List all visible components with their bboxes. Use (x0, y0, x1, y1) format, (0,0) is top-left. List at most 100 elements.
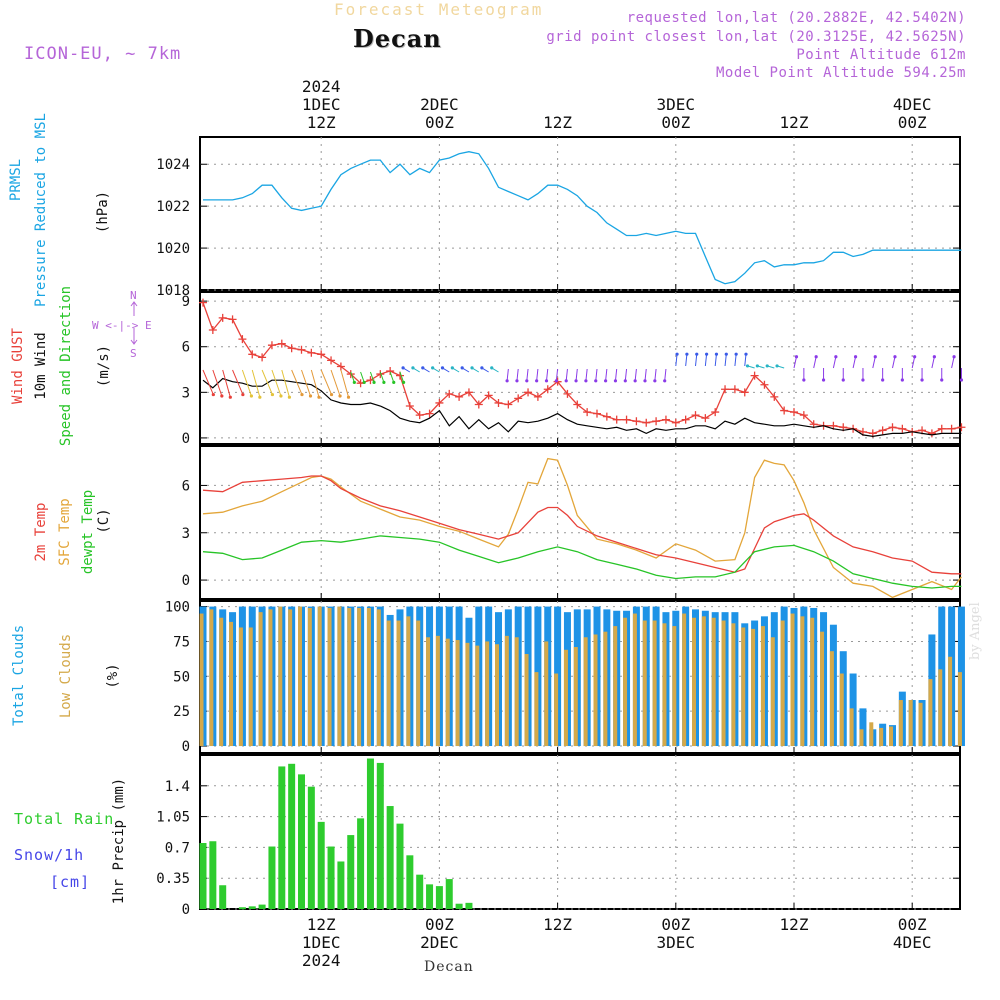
gust-marker (612, 415, 621, 424)
wind-ytick-label: 9 (182, 294, 190, 310)
rain-bar (268, 846, 276, 909)
wind-arrow (212, 369, 224, 398)
low-cloud-bar (869, 722, 874, 747)
gust-marker (947, 424, 956, 433)
wind-arrow-head (623, 379, 627, 383)
wind-arrow-head (959, 378, 964, 382)
low-cloud-bar (957, 672, 962, 747)
rain-bar (258, 904, 266, 909)
rain-bar (366, 758, 374, 909)
wind-arrow-head (873, 355, 877, 359)
wind-arrow (765, 364, 775, 369)
low-cloud-bar (396, 620, 401, 747)
gust-marker (208, 326, 217, 334)
low-cloud-bar (278, 606, 283, 747)
wind-arrow (505, 368, 509, 383)
wind-arrow-shaft (516, 368, 519, 381)
low-cloud-bar (554, 673, 559, 747)
dewpt-line (202, 535, 962, 589)
wind-arrow (695, 352, 699, 367)
wind-arrow-head (220, 394, 224, 398)
wind-arrow-head (287, 395, 292, 399)
gust-marker (927, 429, 936, 438)
wind-arrow-head (564, 379, 568, 383)
wind-arrow-head (270, 392, 275, 397)
gust-marker (327, 356, 336, 365)
wind-arrow-shaft (793, 356, 797, 369)
rain-bar (337, 861, 345, 909)
clouds-ytick-label: 50 (173, 669, 190, 685)
wind-arrow (554, 368, 559, 383)
wind-arrow-shaft (685, 354, 688, 367)
gust-marker (425, 409, 434, 418)
wind-arrow-shaft (241, 369, 252, 397)
low-cloud-bar (859, 729, 864, 747)
requested-coords: requested lon,lat (20.2882E, 42.5402N) (626, 10, 966, 26)
wind-arrow-head (861, 378, 865, 382)
pressure-ytick-label: 1018 (156, 283, 190, 299)
wind-arrow (704, 352, 709, 367)
wind-arrow (911, 355, 917, 369)
wind-ytick-label: 3 (182, 385, 190, 401)
wind-arrow (281, 369, 292, 399)
wind-arrow-head (411, 366, 415, 370)
wind-frame (199, 291, 961, 445)
wind-arrow (653, 368, 657, 383)
wind-arrow-shaft (536, 368, 539, 381)
temperature-ytick-label: 3 (182, 526, 190, 542)
low-cloud-bar (711, 617, 716, 747)
low-cloud-bar (800, 616, 805, 747)
wind-arrow (450, 366, 460, 373)
clouds-ytick-label: 25 (173, 704, 190, 720)
low-cloud-bar (248, 627, 253, 747)
wind-arrow-shaft (320, 369, 332, 395)
wind-ytick-label: 0 (182, 431, 190, 447)
low-cloud-bar (317, 606, 322, 747)
wind-arrow-head (952, 355, 956, 359)
low-cloud-bar (908, 700, 913, 747)
wind-arrow-shaft (212, 369, 223, 397)
wind-arrow (594, 368, 598, 383)
wind-arrow-shaft (369, 371, 375, 383)
gust-marker (642, 418, 651, 427)
low-cloud-bar (544, 641, 549, 747)
gust-marker (583, 408, 592, 417)
wind-arrow-head (241, 392, 245, 397)
wind-arrow-head (802, 378, 806, 382)
wind-arrow-head (392, 380, 396, 384)
gust-marker (277, 339, 286, 348)
wind-arrow-shaft (892, 356, 896, 369)
wind-arrow-head (490, 366, 494, 370)
wind-arrow (301, 369, 313, 398)
wind-arrow-head (544, 379, 549, 383)
gust-marker (780, 406, 789, 415)
wind-arrow-shaft (251, 369, 261, 398)
wind-arrow-shaft (526, 368, 529, 381)
wind-arrow-head (515, 379, 519, 383)
wind-arrow (603, 368, 608, 383)
low-cloud-bar (298, 606, 302, 747)
wind-arrow-head (300, 392, 304, 397)
low-cloud-bar (435, 635, 440, 747)
top-time-label: 00Z (661, 113, 690, 132)
wind-arrow-head (346, 395, 351, 399)
t2m-line (202, 475, 962, 575)
wind-arrow-shaft (911, 356, 916, 369)
wind-arrow-shaft (575, 368, 578, 381)
gust-marker (799, 411, 808, 420)
wind-arrow (440, 366, 450, 373)
bottom-time-label: 12Z (780, 915, 809, 934)
wind-arrow-head (317, 395, 321, 399)
gust-marker (405, 402, 414, 410)
wind-arrow-head (362, 380, 366, 384)
bottom-time-label: 12Z (543, 915, 572, 934)
top-time-label: 2DEC (420, 95, 459, 114)
precip-ytick-label: 1.05 (156, 810, 190, 826)
wind-arrow (574, 368, 578, 383)
low-cloud-bar (642, 620, 647, 747)
wind-arrow-head (258, 395, 262, 399)
wind10-line (202, 377, 962, 438)
rain-bar (278, 766, 286, 909)
wind-arrow-head (900, 378, 904, 382)
